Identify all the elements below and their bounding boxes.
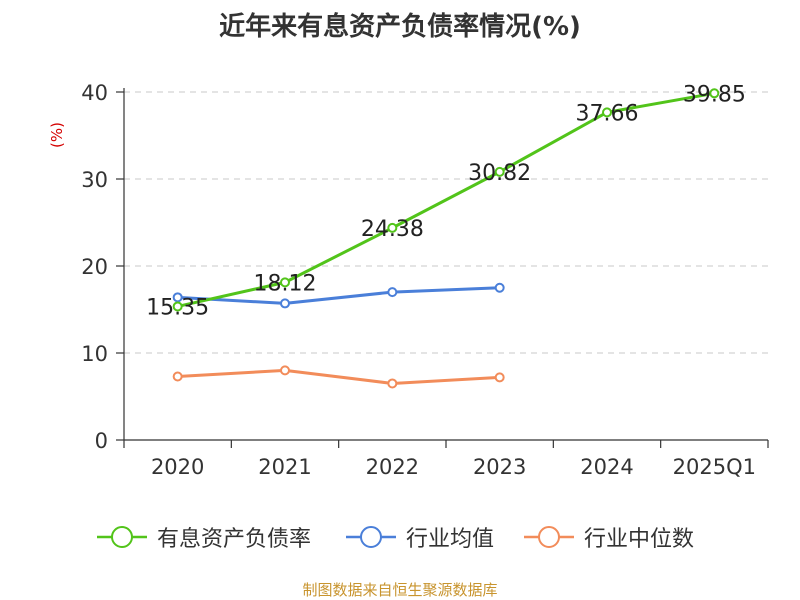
- data-point: [280, 277, 290, 288]
- x-tick-label: 2023: [473, 455, 526, 479]
- legend-label: 行业均值: [406, 527, 495, 552]
- legend-marker-green: [97, 526, 147, 548]
- legend-item-interest-debt-ratio[interactable]: 有息资产负债率: [97, 520, 311, 554]
- data-point: [494, 282, 505, 293]
- legend-item-industry-mean[interactable]: 行业均值: [346, 520, 494, 554]
- legend: 有息资产负债率 行业均值 行业中位数: [0, 520, 800, 554]
- data-point: [172, 371, 183, 382]
- y-tick-label: 30: [81, 168, 108, 192]
- data-point: [709, 88, 720, 99]
- chart-title: 近年来有息资产负债率情况(%): [219, 12, 581, 42]
- y-tick-label: 20: [81, 255, 108, 279]
- data-label: 18.12: [254, 271, 317, 296]
- data-label: 15.35: [146, 295, 209, 320]
- data-point: [387, 378, 398, 389]
- grid-lines: [124, 91, 768, 354]
- axes: 0 10 20 30 40 2020 2021 2022 2023 2024 2025Q1: [81, 81, 769, 479]
- x-tick-label: 2021: [258, 455, 311, 479]
- y-tick-label: 10: [81, 342, 108, 366]
- data-point: [172, 301, 183, 312]
- data-label: 39.85: [683, 82, 746, 107]
- data-point: [494, 372, 505, 383]
- legend-item-industry-median[interactable]: 行业中位数: [524, 520, 694, 554]
- data-label: 24.38: [361, 217, 424, 242]
- data-point: [494, 166, 505, 177]
- y-tick-label: 0: [95, 429, 108, 453]
- data-point: [602, 107, 612, 118]
- x-tick-label: 2024: [580, 455, 633, 479]
- data-point: [172, 292, 183, 303]
- data-point: [280, 365, 290, 376]
- x-tick-label: 2020: [151, 455, 204, 479]
- data-label: 30.82: [468, 161, 531, 186]
- legend-label: 行业中位数: [584, 527, 695, 552]
- series-line: [177, 368, 500, 385]
- data-point: [387, 287, 398, 298]
- legend-label: 有息资产负债率: [157, 527, 312, 552]
- source-note: 制图数据来自恒生聚源数据库: [302, 581, 498, 599]
- data-point: [280, 298, 290, 309]
- y-tick-label: 40: [81, 81, 108, 105]
- legend-marker-orange: [524, 526, 574, 548]
- data-label: 37.66: [576, 101, 639, 126]
- series-line: [177, 91, 715, 308]
- x-tick-label: 2025Q1: [673, 455, 756, 479]
- data-point: [387, 222, 398, 233]
- series-line: [177, 286, 500, 305]
- x-tick-label: 2022: [366, 455, 419, 479]
- legend-marker-blue: [346, 526, 396, 548]
- data-labels: 15.35 18.12 24.38 30.82 37.66 39.85: [146, 82, 746, 320]
- series-lines: [172, 88, 720, 389]
